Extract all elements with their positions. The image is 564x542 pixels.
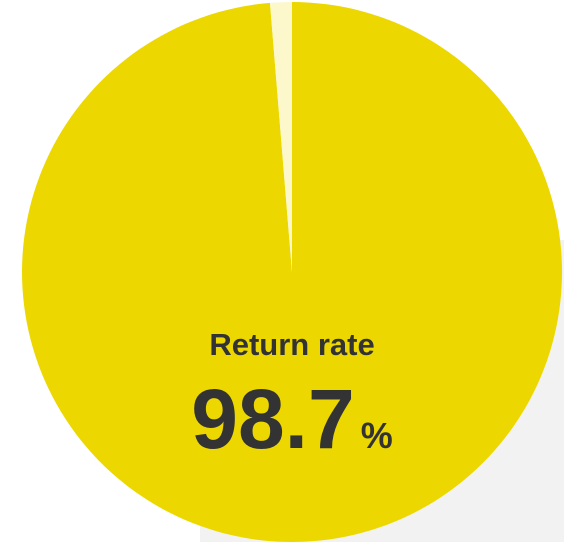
center-label: Return rate (209, 327, 374, 362)
center-value: 98.7% (191, 372, 393, 466)
pie-slice (269, 2, 292, 272)
pie (22, 2, 563, 542)
unit-label: % (361, 415, 393, 456)
value-label: 98.7 (191, 372, 355, 466)
